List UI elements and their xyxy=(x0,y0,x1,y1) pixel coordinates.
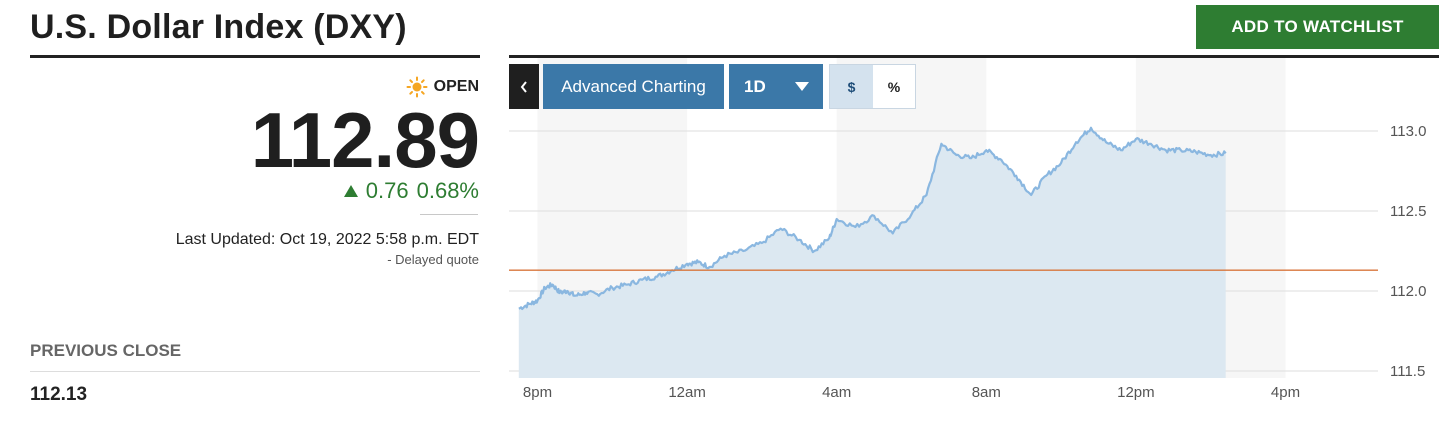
x-tick-label: 4pm xyxy=(1271,384,1300,401)
x-tick-label: 12pm xyxy=(1117,384,1155,401)
price-line xyxy=(518,126,1227,311)
dollar-toggle-button[interactable]: $ xyxy=(830,65,873,108)
previous-close-divider xyxy=(30,371,480,372)
y-tick-label: 112.5 xyxy=(1390,203,1426,220)
x-tick-label: 12am xyxy=(668,384,706,401)
y-tick-label: 113.0 xyxy=(1390,123,1426,140)
add-to-watchlist-button[interactable]: ADD TO WATCHLIST xyxy=(1196,5,1439,49)
previous-close-value: 112.13 xyxy=(30,384,88,405)
chart-toolbar: Advanced Charting 1D $ % xyxy=(509,64,916,109)
change-percent: 0.68% xyxy=(416,178,479,203)
chevron-left-icon xyxy=(520,80,527,93)
range-select-label: 1D xyxy=(744,76,766,96)
y-tick-label: 112.0 xyxy=(1390,283,1426,300)
y-tick-label: 111.5 xyxy=(1390,363,1425,380)
delayed-quote-note: - Delayed quote xyxy=(387,252,479,267)
market-status: OPEN xyxy=(406,76,479,98)
chart-top-divider xyxy=(509,55,1439,58)
page-title: U.S. Dollar Index (DXY) xyxy=(30,8,407,46)
market-status-label: OPEN xyxy=(433,78,479,95)
price-change: 0.76 0.68% xyxy=(343,178,479,204)
percent-toggle-button[interactable]: % xyxy=(873,65,915,108)
unit-toggle: $ % xyxy=(829,64,916,109)
x-tick-label: 8pm xyxy=(523,384,552,401)
change-value: 0.76 xyxy=(365,178,409,203)
last-updated: Last Updated: Oct 19, 2022 5:58 p.m. EDT xyxy=(175,231,479,248)
triangle-up-icon xyxy=(343,185,358,197)
current-price: 112.89 xyxy=(250,96,480,184)
title-divider xyxy=(30,55,480,58)
change-divider xyxy=(420,214,478,215)
range-select[interactable]: 1D xyxy=(729,64,823,109)
caret-down-icon xyxy=(795,82,809,91)
x-tick-label: 4am xyxy=(822,384,851,401)
previous-close-label: PREVIOUS CLOSE xyxy=(30,341,182,360)
advanced-charting-button[interactable]: Advanced Charting xyxy=(543,64,724,109)
sun-icon xyxy=(406,76,428,98)
x-tick-label: 8am xyxy=(972,384,1001,401)
collapse-button[interactable] xyxy=(509,64,539,109)
price-area xyxy=(518,127,1226,378)
